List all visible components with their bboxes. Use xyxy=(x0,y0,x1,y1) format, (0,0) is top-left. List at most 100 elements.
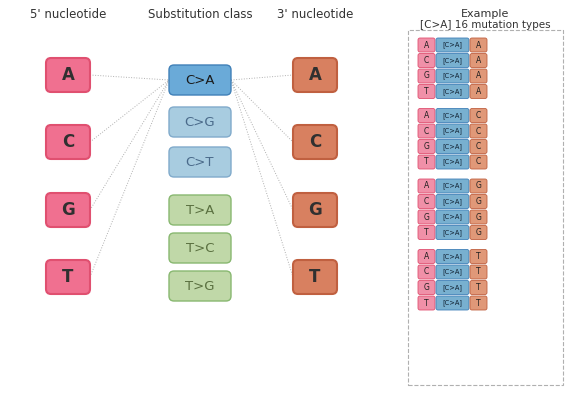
FancyBboxPatch shape xyxy=(46,58,90,92)
Text: G: G xyxy=(475,228,481,237)
FancyBboxPatch shape xyxy=(418,155,435,169)
FancyBboxPatch shape xyxy=(470,69,487,83)
Text: C: C xyxy=(62,133,74,151)
FancyBboxPatch shape xyxy=(436,53,469,68)
Text: G: G xyxy=(475,181,481,191)
Text: T>G: T>G xyxy=(185,279,215,292)
FancyBboxPatch shape xyxy=(169,233,231,263)
FancyBboxPatch shape xyxy=(470,124,487,138)
FancyBboxPatch shape xyxy=(470,265,487,279)
Text: A: A xyxy=(424,40,429,50)
Text: C>T: C>T xyxy=(186,155,214,168)
Text: T: T xyxy=(476,283,481,292)
Text: G: G xyxy=(308,201,322,219)
Text: T>A: T>A xyxy=(186,204,214,216)
Text: [C>A]: [C>A] xyxy=(442,57,463,64)
FancyBboxPatch shape xyxy=(418,194,435,208)
Text: [C>A]: [C>A] xyxy=(442,299,463,306)
Text: C: C xyxy=(476,126,481,136)
Text: [C>A]: [C>A] xyxy=(442,198,463,205)
FancyBboxPatch shape xyxy=(418,265,435,279)
FancyBboxPatch shape xyxy=(169,147,231,177)
Text: C: C xyxy=(424,56,429,65)
FancyBboxPatch shape xyxy=(470,139,487,153)
Text: C: C xyxy=(424,197,429,206)
Text: 3' nucleotide: 3' nucleotide xyxy=(277,8,353,21)
FancyBboxPatch shape xyxy=(470,249,487,263)
FancyBboxPatch shape xyxy=(46,260,90,294)
FancyBboxPatch shape xyxy=(436,124,469,138)
Text: G: G xyxy=(475,213,481,221)
FancyBboxPatch shape xyxy=(436,84,469,99)
Text: T: T xyxy=(63,268,74,286)
Text: G: G xyxy=(424,142,430,151)
Text: A: A xyxy=(424,111,429,120)
FancyBboxPatch shape xyxy=(436,194,469,208)
Text: A: A xyxy=(309,66,321,84)
FancyBboxPatch shape xyxy=(418,226,435,239)
Text: T>C: T>C xyxy=(186,241,214,255)
Text: [C>A]: [C>A] xyxy=(442,269,463,276)
Text: A: A xyxy=(476,40,481,50)
Text: A: A xyxy=(61,66,75,84)
Text: A: A xyxy=(424,181,429,191)
Text: T: T xyxy=(476,268,481,276)
Text: T: T xyxy=(309,268,321,286)
FancyBboxPatch shape xyxy=(436,69,469,83)
FancyBboxPatch shape xyxy=(169,107,231,137)
Text: Substitution class: Substitution class xyxy=(148,8,252,21)
FancyBboxPatch shape xyxy=(436,179,469,193)
Text: C>G: C>G xyxy=(185,116,215,129)
FancyBboxPatch shape xyxy=(470,84,487,99)
Text: T: T xyxy=(476,299,481,307)
FancyBboxPatch shape xyxy=(436,108,469,123)
Text: [C>A]: [C>A] xyxy=(442,284,463,291)
Text: C: C xyxy=(309,133,321,151)
Text: Example: Example xyxy=(461,9,510,19)
FancyBboxPatch shape xyxy=(470,108,487,123)
Text: G: G xyxy=(475,197,481,206)
FancyBboxPatch shape xyxy=(169,195,231,225)
FancyBboxPatch shape xyxy=(470,38,487,52)
Text: [C>A]: [C>A] xyxy=(442,229,463,236)
Text: [C>A]: [C>A] xyxy=(442,253,463,260)
Text: G: G xyxy=(424,213,430,221)
FancyBboxPatch shape xyxy=(418,210,435,224)
FancyBboxPatch shape xyxy=(436,281,469,294)
FancyBboxPatch shape xyxy=(436,38,469,52)
FancyBboxPatch shape xyxy=(169,271,231,301)
Text: T: T xyxy=(476,252,481,261)
FancyBboxPatch shape xyxy=(418,296,435,310)
FancyBboxPatch shape xyxy=(418,69,435,83)
Text: C: C xyxy=(476,142,481,151)
Text: [C>A] 16 mutation types: [C>A] 16 mutation types xyxy=(420,20,551,30)
FancyBboxPatch shape xyxy=(418,84,435,99)
Text: T: T xyxy=(424,158,429,166)
Text: C: C xyxy=(424,126,429,136)
FancyBboxPatch shape xyxy=(418,124,435,138)
Text: 5' nucleotide: 5' nucleotide xyxy=(30,8,106,21)
FancyBboxPatch shape xyxy=(436,139,469,153)
Text: A: A xyxy=(476,87,481,96)
Text: [C>A]: [C>A] xyxy=(442,183,463,189)
Text: A: A xyxy=(476,71,481,81)
FancyBboxPatch shape xyxy=(470,296,487,310)
FancyBboxPatch shape xyxy=(436,155,469,169)
Text: [C>A]: [C>A] xyxy=(442,42,463,48)
Text: [C>A]: [C>A] xyxy=(442,128,463,134)
FancyBboxPatch shape xyxy=(293,193,337,227)
FancyBboxPatch shape xyxy=(418,53,435,68)
Text: G: G xyxy=(61,201,75,219)
Text: [C>A]: [C>A] xyxy=(442,73,463,79)
FancyBboxPatch shape xyxy=(436,265,469,279)
FancyBboxPatch shape xyxy=(293,125,337,159)
FancyBboxPatch shape xyxy=(470,53,487,68)
FancyBboxPatch shape xyxy=(470,155,487,169)
FancyBboxPatch shape xyxy=(470,194,487,208)
Text: G: G xyxy=(424,283,430,292)
FancyBboxPatch shape xyxy=(436,296,469,310)
FancyBboxPatch shape xyxy=(418,108,435,123)
FancyBboxPatch shape xyxy=(470,281,487,294)
FancyBboxPatch shape xyxy=(470,226,487,239)
FancyBboxPatch shape xyxy=(418,281,435,294)
